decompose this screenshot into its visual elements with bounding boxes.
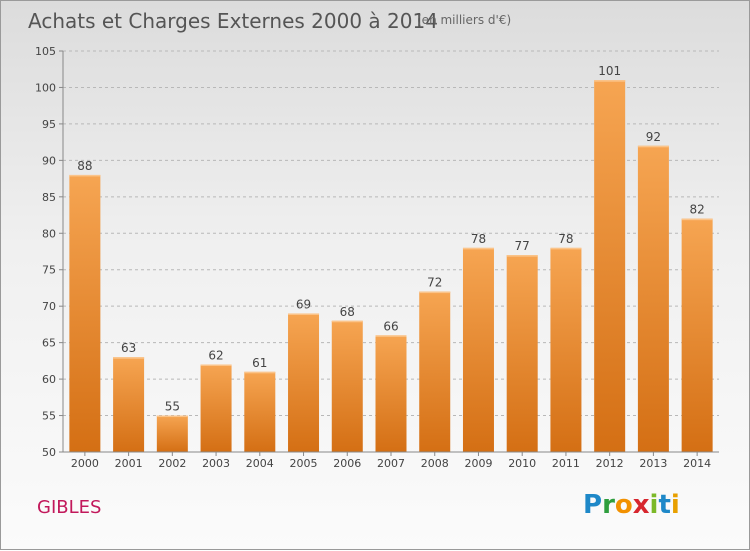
bar-top-edge [375, 335, 407, 337]
bar-value-label: 63 [121, 341, 136, 355]
y-tick-label: 50 [42, 446, 56, 459]
bar-top-edge [419, 291, 451, 294]
y-tick-label: 55 [42, 410, 56, 423]
commune-name: GIBLES [37, 497, 102, 518]
x-tick-label: 2008 [421, 457, 449, 470]
chart-title: Achats et Charges Externes 2000 à 2014 [28, 9, 438, 33]
bar-2010[interactable] [506, 255, 538, 452]
y-tick-label: 105 [35, 45, 56, 58]
bar-value-label: 69 [296, 297, 311, 311]
bar-top-edge [681, 218, 713, 221]
bar-2009[interactable] [462, 247, 494, 452]
y-tick-label: 85 [42, 191, 56, 204]
x-tick-label: 2006 [333, 457, 361, 470]
bar-2000[interactable] [69, 174, 101, 453]
proxiti-logo[interactable]: Proxiti [583, 490, 680, 520]
bar-2004[interactable] [244, 371, 276, 452]
bar-2011[interactable] [550, 247, 582, 452]
bar-2014[interactable] [681, 218, 713, 452]
bar-value-label: 66 [383, 319, 398, 333]
bar-top-edge [244, 371, 276, 374]
bar-top-edge [113, 357, 145, 359]
x-tick-label: 2012 [596, 457, 624, 470]
bar-2005[interactable] [288, 313, 320, 452]
bar-2008[interactable] [419, 291, 451, 452]
chart-unit: (en milliers d'€) [417, 13, 512, 27]
bar-top-edge [462, 247, 494, 250]
y-tick-label: 80 [42, 227, 56, 240]
x-tick-label: 2000 [71, 457, 99, 470]
bar-2007[interactable] [375, 335, 407, 452]
bar-2013[interactable] [637, 145, 669, 453]
bar-2012[interactable] [594, 80, 626, 452]
bar-value-label: 78 [558, 232, 573, 246]
bar-top-edge [637, 145, 669, 148]
x-tick-label: 2003 [202, 457, 230, 470]
x-tick-label: 2014 [683, 457, 711, 470]
bar-top-edge [550, 247, 582, 250]
x-tick-label: 2009 [464, 457, 492, 470]
x-tick-label: 2007 [377, 457, 405, 470]
bar-top-edge [331, 320, 363, 323]
y-tick-label: 90 [42, 154, 56, 167]
bar-top-edge [200, 364, 232, 367]
bar-value-label: 61 [252, 356, 267, 370]
x-tick-label: 2002 [158, 457, 186, 470]
bar-value-label: 72 [427, 276, 442, 290]
bar-2002[interactable] [156, 415, 188, 452]
bar-value-label: 92 [646, 130, 661, 144]
y-tick-label: 95 [42, 118, 56, 131]
bar-value-label: 101 [598, 64, 621, 78]
x-tick-label: 2013 [639, 457, 667, 470]
y-tick-label: 70 [42, 300, 56, 313]
y-tick-label: 65 [42, 337, 56, 350]
bar-top-edge [69, 174, 101, 177]
bar-value-label: 82 [689, 203, 704, 217]
bar-2006[interactable] [331, 320, 363, 452]
x-tick-label: 2010 [508, 457, 536, 470]
bar-value-label: 55 [165, 400, 180, 414]
bar-2003[interactable] [200, 364, 232, 452]
bar-value-label: 77 [515, 239, 530, 253]
x-tick-label: 2005 [290, 457, 318, 470]
x-tick-label: 2001 [115, 457, 143, 470]
y-tick-label: 100 [35, 81, 56, 94]
bar-top-edge [506, 255, 538, 257]
x-tick-label: 2004 [246, 457, 274, 470]
bar-top-edge [156, 415, 188, 418]
bar-value-label: 88 [77, 159, 92, 173]
bar-top-edge [288, 313, 320, 315]
bar-value-label: 62 [208, 349, 223, 363]
y-tick-label: 60 [42, 373, 56, 386]
y-tick-label: 75 [42, 264, 56, 277]
bar-top-edge [594, 80, 626, 82]
bar-value-label: 68 [340, 305, 355, 319]
bar-2001[interactable] [113, 357, 145, 452]
x-tick-label: 2011 [552, 457, 580, 470]
bar-value-label: 78 [471, 232, 486, 246]
